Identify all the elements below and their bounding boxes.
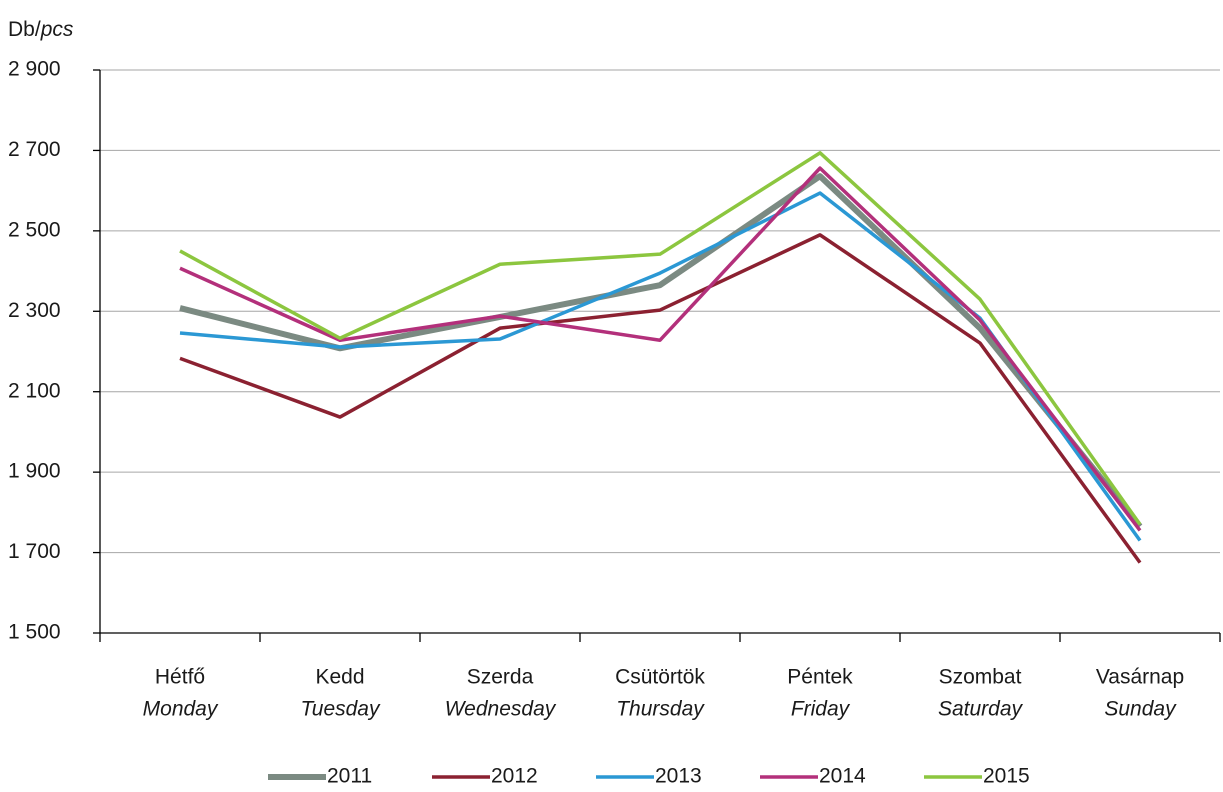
x-tick-label: Kedd bbox=[315, 666, 364, 689]
series-line bbox=[179, 233, 1142, 564]
x-tick-label-en: Thursday bbox=[616, 698, 705, 721]
y-tick-label: 1 500 bbox=[8, 621, 61, 644]
y-axis-label: Db/pcs bbox=[8, 18, 74, 41]
legend-label: 2014 bbox=[819, 765, 866, 788]
legend-label: 2012 bbox=[491, 765, 538, 788]
series-line bbox=[179, 151, 1142, 526]
x-tick-label: Hétfő bbox=[155, 666, 205, 689]
legend-label: 2013 bbox=[655, 765, 702, 788]
x-tick-label: Péntek bbox=[787, 666, 853, 689]
y-tick-label: 2 100 bbox=[8, 379, 61, 402]
x-tick-label: Szerda bbox=[467, 666, 534, 689]
y-axis-label-unit: Db/ bbox=[8, 18, 41, 41]
y-tick-label: 2 300 bbox=[8, 299, 61, 322]
y-tick-label: 1 900 bbox=[8, 460, 61, 483]
y-tick-label: 1 700 bbox=[8, 540, 61, 563]
y-axis-label-unit-en: pcs bbox=[40, 18, 74, 41]
legend-label: 2011 bbox=[327, 765, 372, 788]
x-tick-label-en: Wednesday bbox=[445, 698, 557, 721]
legend-label: 2015 bbox=[983, 765, 1030, 788]
x-tick-label-en: Sunday bbox=[1104, 698, 1177, 721]
series-line bbox=[179, 173, 1143, 529]
y-tick-label: 2 700 bbox=[8, 138, 61, 161]
x-tick-label-en: Saturday bbox=[938, 698, 1024, 721]
x-tick-label: Csütörtök bbox=[615, 666, 705, 689]
y-tick-label: 2 500 bbox=[8, 218, 61, 241]
x-tick-label: Szombat bbox=[939, 666, 1022, 689]
y-tick-label: 2 900 bbox=[8, 58, 61, 81]
x-tick-label-en: Monday bbox=[143, 698, 219, 721]
x-tick-label-en: Friday bbox=[791, 698, 851, 721]
x-tick-label-en: Tuesday bbox=[301, 698, 381, 721]
series-line bbox=[179, 166, 1142, 532]
x-tick-label: Vasárnap bbox=[1096, 666, 1184, 689]
